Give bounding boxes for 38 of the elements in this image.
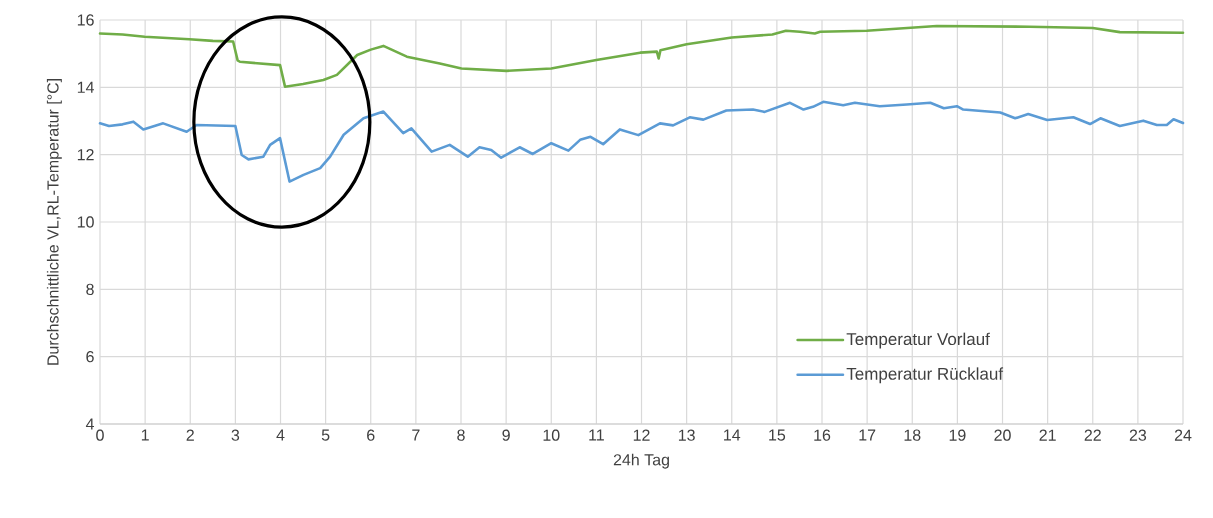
x-tick-label: 8 [457,429,465,441]
y-tick-label: 16 [77,14,94,26]
x-axis-title: 24h Tag [613,453,669,469]
line-series [98,24,1185,88]
x-tick-label: 2 [186,429,194,441]
x-tick-label: 3 [231,429,240,441]
y-tick-label: 10 [77,216,94,228]
x-tick-label: 24 [1174,429,1192,441]
y-tick-label: 6 [86,351,94,363]
x-tick-label: 23 [1129,429,1147,441]
x-tick-label: 0 [96,429,104,441]
legend-label: Temperatur Vorlauf [846,332,990,349]
x-tick-label: 21 [1039,429,1056,441]
y-tick-label: 12 [77,149,94,161]
x-tick-label: 6 [367,429,375,441]
x-tick-label: 11 [589,429,604,441]
x-tick-label: 17 [859,429,876,441]
y-axis-title: Durchschnittliche VL,RL-Temperatur [°C] [46,79,62,365]
y-tick-label: 8 [86,283,94,295]
x-tick-label: 18 [904,429,921,441]
line-series [98,100,1185,183]
x-tick-label: 22 [1084,429,1101,441]
x-tick-label: 7 [412,429,420,441]
x-tick-label: 10 [543,429,560,441]
x-tick-label: 9 [502,429,510,441]
x-tick-label: 4 [276,429,285,441]
y-tick-label: 14 [77,81,94,93]
x-tick-label: 12 [633,429,650,441]
x-tick-label: 1 [141,429,149,441]
x-tick-label: 5 [321,429,330,441]
x-tick-label: 20 [994,429,1011,441]
legend-label: Temperatur Rücklauf [846,367,1004,384]
x-tick-label: 19 [949,429,966,441]
x-tick-label: 14 [724,429,741,441]
x-tick-label: 13 [678,429,695,441]
y-tick-label: 4 [85,418,95,430]
x-tick-label: 16 [814,429,831,441]
x-tick-label: 15 [769,429,786,441]
